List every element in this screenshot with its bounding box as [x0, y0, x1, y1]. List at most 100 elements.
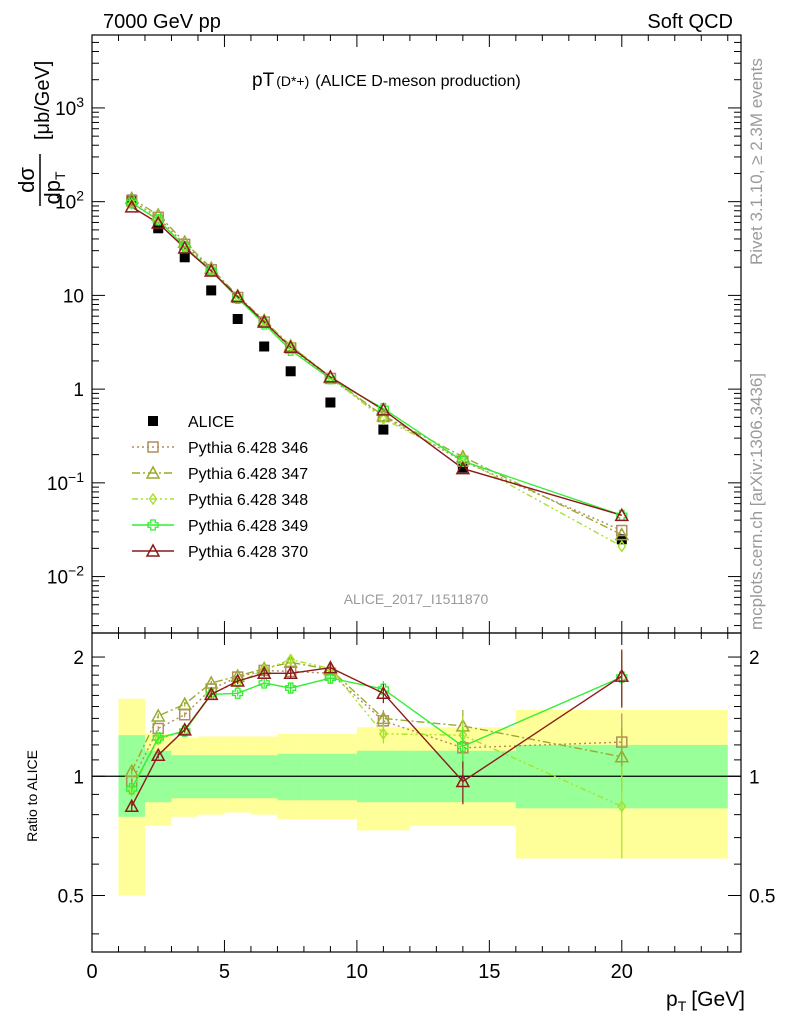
data-point-marker: [283, 339, 298, 353]
legend-label: Pythia 6.428 349: [188, 518, 308, 535]
data-point-marker: [148, 416, 158, 426]
data-point-marker: [614, 749, 630, 763]
y-tick-label: 10−1: [47, 469, 84, 495]
data-point-marker: [179, 252, 190, 263]
legend: ALICE Pythia 6.428 346 Pythia 6.428 347 Pyt…: [132, 414, 308, 561]
data-point-marker: [152, 214, 164, 226]
xlabel-main: p: [666, 988, 678, 1011]
legend-label: Pythia 6.428 370: [188, 544, 308, 561]
legend-label: Pythia 6.428 348: [188, 492, 308, 509]
data-point-marker: [150, 207, 166, 221]
data-point-marker: [457, 462, 468, 473]
x-tick-label: 20: [611, 961, 633, 983]
header-right-label: Soft QCD: [647, 11, 733, 33]
data-point-marker: [148, 492, 158, 506]
data-point-marker: [256, 314, 272, 328]
legend-label: Pythia 6.428 347: [188, 466, 308, 483]
data-point-marker: [232, 313, 243, 324]
data-point-marker: [616, 524, 628, 537]
data-point-marker: [325, 397, 336, 408]
data-point-marker: [617, 799, 627, 813]
y-tick-label: 1: [73, 380, 84, 401]
series-line: [131, 202, 623, 516]
data-point-marker: [177, 240, 192, 254]
main-panel: pT (D*+) (ALICE D-meson production) ALICE_…: [14, 34, 742, 952]
data-point-marker: [285, 682, 297, 694]
data-point-marker: [285, 344, 297, 356]
data-point-marker: [150, 215, 166, 229]
data-point-marker: [457, 740, 469, 752]
x-tick-label: 0: [86, 961, 97, 983]
data-point-marker: [614, 668, 630, 682]
data-point-marker: [259, 341, 270, 352]
x-tick-label: 5: [219, 961, 230, 983]
xlabel-unit: [GeV]: [691, 988, 745, 1011]
data-point-marker: [126, 783, 138, 795]
data-point-marker: [230, 289, 245, 303]
data-point-marker: [127, 197, 137, 211]
data-point-marker: [614, 507, 630, 522]
data-point-marker: [232, 687, 244, 699]
data-point-marker: [378, 424, 389, 435]
data-point-marker: [124, 190, 139, 205]
title-main: pT: [252, 70, 275, 91]
y-tick-label: 103: [55, 94, 84, 120]
data-point-marker: [147, 441, 159, 453]
data-point-marker: [124, 199, 139, 213]
x-tick-label: 15: [478, 961, 500, 983]
data-point-marker: [150, 708, 166, 722]
data-point-marker: [283, 665, 298, 680]
data-point-marker: [376, 685, 391, 700]
data-point-marker: [323, 660, 338, 674]
data-point-marker: [377, 410, 390, 423]
data-point-marker: [124, 763, 139, 777]
data-point-marker: [617, 540, 627, 553]
mcplots-label: mcplots.cern.ch [arXiv:1306.3436]: [747, 373, 766, 630]
data-point-marker: [206, 285, 217, 296]
ratio-y-tick-label-right: 0.5: [749, 886, 775, 907]
ratio-panel: Ratio to ALICE pT [GeV] 0 5 10 15 20 0.5 0.5 1 1 2…: [24, 632, 775, 1014]
data-point-marker: [377, 402, 390, 415]
data-point-marker: [150, 747, 166, 761]
data-point-marker: [145, 465, 161, 479]
data-point-marker: [177, 722, 192, 736]
ratio-y-tick-label-left: 0.5: [58, 886, 84, 907]
data-point-marker: [127, 784, 137, 797]
header-left-label: 7000 GeV pp: [103, 11, 221, 33]
xlabel-sub: T: [678, 998, 687, 1014]
series-line: [131, 206, 622, 516]
ylabel-denominator: dpT: [40, 171, 68, 204]
data-point-marker: [285, 366, 296, 377]
data-point-marker: [177, 234, 192, 248]
data-point-marker: [286, 653, 296, 666]
rivet-version-label: Rivet 3.1.10, ≥ 2.3M events: [747, 58, 766, 265]
data-point-marker: [179, 241, 191, 253]
data-point-marker: [614, 527, 630, 541]
ratio-y-tick-label-right: 2: [749, 648, 760, 669]
ratio-plot-frame: [91, 632, 742, 953]
data-point-marker: [145, 543, 161, 557]
ratio-y-tick-label-left: 2: [73, 648, 84, 669]
data-point-marker: [376, 402, 391, 416]
title-particle: (D*+): [276, 73, 309, 89]
data-point-marker: [455, 461, 471, 475]
y-axis-label: dσ dpT [μb/GeV]: [14, 61, 68, 206]
x-axis-label: pT [GeV]: [666, 988, 745, 1014]
data-point-marker: [177, 696, 192, 710]
data-point-marker: [378, 727, 388, 741]
data-point-marker: [203, 263, 219, 277]
uncertainty-band-stat: [303, 753, 357, 801]
data-point-marker: [286, 338, 296, 352]
uncertainty-band-stat: [277, 753, 304, 801]
data-point-marker: [203, 686, 219, 701]
data-point-marker: [126, 197, 138, 209]
data-point-marker: [203, 260, 219, 274]
series-line: [131, 203, 623, 548]
title-rest: (ALICE D-meson production): [315, 73, 520, 90]
data-point-marker: [376, 710, 391, 725]
data-point-marker: [152, 732, 164, 744]
data-point-marker: [230, 673, 245, 687]
y-tick-label: 10: [63, 286, 84, 307]
legend-label: ALICE: [188, 414, 234, 431]
